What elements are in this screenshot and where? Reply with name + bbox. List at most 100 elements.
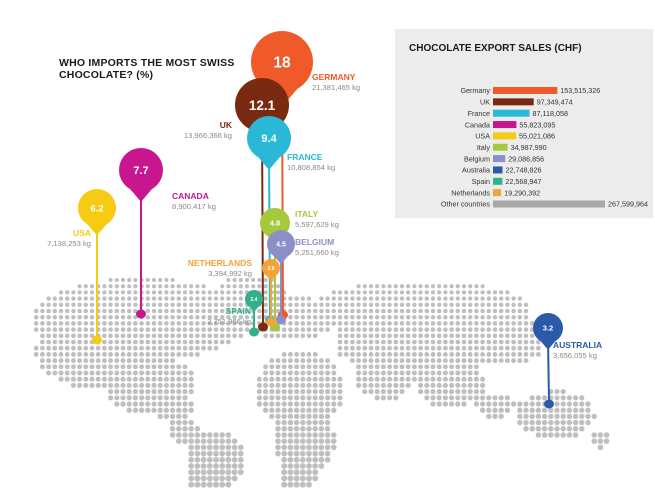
map-dot bbox=[294, 302, 299, 308]
map-dot bbox=[480, 389, 486, 395]
map-dot bbox=[424, 321, 430, 326]
map-dot bbox=[356, 327, 361, 332]
map-dot bbox=[312, 401, 318, 407]
map-dot bbox=[356, 333, 361, 339]
map-dot bbox=[436, 308, 442, 314]
map-dot bbox=[449, 370, 455, 376]
map-dot bbox=[535, 413, 542, 420]
map-dot bbox=[281, 438, 287, 444]
map-dot bbox=[306, 296, 312, 301]
map-dot bbox=[343, 327, 349, 332]
map-dot bbox=[455, 302, 461, 308]
map-dot bbox=[262, 401, 269, 407]
map-dot bbox=[368, 370, 374, 376]
map-dot bbox=[219, 463, 226, 469]
map-dot bbox=[306, 376, 312, 382]
map-dot bbox=[40, 308, 45, 314]
map-dot bbox=[40, 327, 45, 332]
map-dot bbox=[195, 321, 200, 326]
map-dot bbox=[529, 321, 535, 326]
map-dot bbox=[505, 327, 510, 332]
map-dot bbox=[368, 314, 374, 320]
map-dot bbox=[108, 345, 113, 351]
map-dot bbox=[443, 284, 448, 289]
map-dot bbox=[163, 395, 169, 401]
bar-category-label: Other countries bbox=[441, 200, 491, 209]
map-dot bbox=[461, 314, 467, 320]
map-dot bbox=[170, 358, 176, 364]
map-dot bbox=[207, 321, 213, 326]
map-dot bbox=[486, 345, 492, 351]
map-dot bbox=[157, 407, 163, 413]
map-dot bbox=[58, 339, 64, 345]
map-dot bbox=[176, 314, 182, 320]
map-dot bbox=[492, 321, 498, 326]
pin-bubble bbox=[245, 290, 263, 308]
map-dot bbox=[139, 389, 145, 395]
map-dot bbox=[312, 407, 318, 413]
map-dot bbox=[225, 475, 232, 482]
map-dot bbox=[461, 333, 467, 339]
map-dot bbox=[480, 327, 485, 332]
map-dot bbox=[151, 389, 157, 395]
map-dot bbox=[337, 395, 343, 401]
map-dot bbox=[70, 370, 76, 376]
map-dot bbox=[399, 382, 405, 388]
map-dot bbox=[343, 333, 349, 339]
map-dot bbox=[499, 296, 504, 301]
map-dot bbox=[238, 284, 243, 289]
map-dot bbox=[436, 314, 442, 320]
map-dot bbox=[164, 284, 169, 289]
map-dot bbox=[437, 290, 442, 295]
map-dot bbox=[356, 351, 362, 357]
map-dot bbox=[517, 321, 523, 326]
map-dot bbox=[541, 407, 548, 413]
map-dot bbox=[257, 308, 262, 314]
map-dot bbox=[275, 284, 281, 289]
map-dot bbox=[288, 296, 293, 301]
map-dot bbox=[194, 450, 201, 457]
map-dot bbox=[176, 351, 182, 357]
map-dot bbox=[126, 407, 132, 413]
map-dot bbox=[325, 364, 331, 370]
map-dot bbox=[225, 438, 232, 444]
map-dot bbox=[275, 370, 281, 376]
map-dot bbox=[231, 469, 238, 476]
map-dot bbox=[219, 314, 225, 320]
map-dot bbox=[343, 351, 349, 357]
map-dot bbox=[114, 358, 120, 364]
map-dot bbox=[164, 277, 169, 283]
bar-france bbox=[493, 109, 530, 117]
map-dot bbox=[39, 351, 45, 357]
map-dot bbox=[89, 376, 95, 382]
map-dot bbox=[151, 302, 157, 308]
pin-country-label: GERMANY bbox=[312, 72, 356, 82]
map-dot bbox=[579, 401, 585, 407]
map-dot bbox=[505, 321, 510, 326]
map-dot bbox=[536, 345, 541, 351]
map-dot bbox=[480, 382, 486, 388]
map-dot bbox=[393, 327, 399, 332]
map-dot bbox=[387, 339, 392, 345]
map-dot bbox=[393, 284, 398, 289]
map-dot bbox=[393, 370, 399, 376]
map-dot bbox=[405, 364, 411, 370]
bar-value-label: 22,568,947 bbox=[505, 177, 541, 186]
map-dot bbox=[312, 426, 318, 432]
map-dot bbox=[306, 395, 312, 401]
map-dot bbox=[89, 284, 95, 289]
map-dot bbox=[71, 290, 76, 295]
map-dot bbox=[331, 370, 337, 376]
map-dot bbox=[486, 290, 491, 295]
map-dot bbox=[492, 339, 498, 345]
map-dot bbox=[33, 351, 39, 357]
map-dot bbox=[443, 308, 448, 314]
map-dot bbox=[164, 314, 169, 320]
map-dot bbox=[294, 314, 299, 320]
map-dot bbox=[207, 432, 213, 438]
map-dot bbox=[294, 308, 299, 314]
map-dot bbox=[275, 450, 281, 457]
map-dot bbox=[77, 333, 82, 339]
map-dot bbox=[461, 389, 467, 395]
map-dot bbox=[504, 351, 510, 357]
